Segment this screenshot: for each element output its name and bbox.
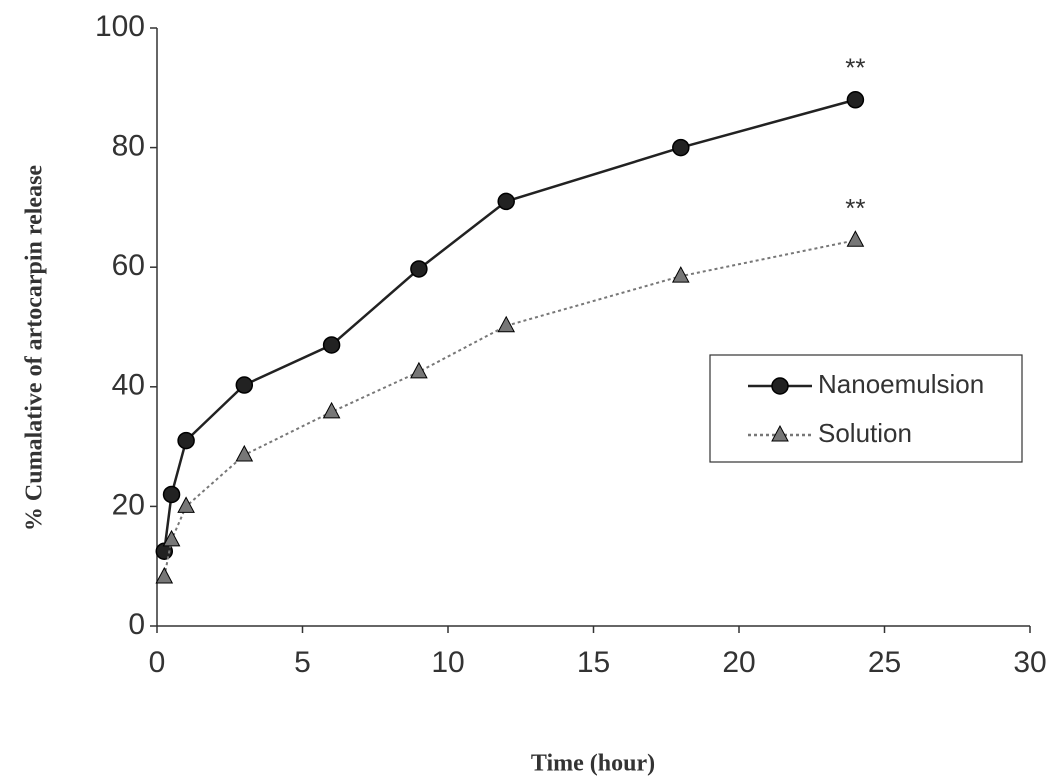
data-point bbox=[411, 261, 427, 277]
data-point bbox=[178, 497, 194, 512]
chart: Time (hour) % Cumalative of artocarpin r… bbox=[0, 0, 1046, 782]
y-tick-label: 60 bbox=[112, 249, 145, 282]
data-point bbox=[156, 568, 172, 583]
data-point bbox=[847, 92, 863, 108]
data-point bbox=[324, 337, 340, 353]
y-tick-label: 100 bbox=[95, 10, 145, 43]
legend-label: Solution bbox=[818, 418, 912, 448]
legend-marker bbox=[772, 378, 788, 394]
data-point bbox=[498, 317, 514, 332]
y-axis-label: % Cumalative of artocarpin release bbox=[22, 165, 48, 531]
data-point bbox=[673, 140, 689, 156]
data-point bbox=[236, 377, 252, 393]
y-tick-label: 20 bbox=[112, 488, 145, 521]
data-point bbox=[236, 446, 252, 461]
x-tick-label: 10 bbox=[431, 646, 464, 679]
data-point bbox=[178, 433, 194, 449]
data-point bbox=[324, 403, 340, 418]
x-tick-label: 5 bbox=[294, 646, 311, 679]
x-tick-label: 30 bbox=[1013, 646, 1046, 679]
legend-label: Nanoemulsion bbox=[818, 369, 984, 399]
annotation: ** bbox=[845, 53, 865, 83]
x-tick-label: 25 bbox=[868, 646, 901, 679]
y-tick-label: 40 bbox=[112, 369, 145, 402]
x-tick-label: 0 bbox=[149, 646, 166, 679]
data-point bbox=[498, 193, 514, 209]
data-point bbox=[847, 231, 863, 246]
x-axis-label: Time (hour) bbox=[531, 751, 655, 777]
y-tick-label: 80 bbox=[112, 130, 145, 163]
x-tick-label: 20 bbox=[722, 646, 755, 679]
annotation: ** bbox=[845, 193, 865, 223]
y-tick-label: 0 bbox=[128, 608, 145, 641]
x-tick-label: 15 bbox=[577, 646, 610, 679]
data-point bbox=[411, 363, 427, 378]
data-point bbox=[164, 486, 180, 502]
